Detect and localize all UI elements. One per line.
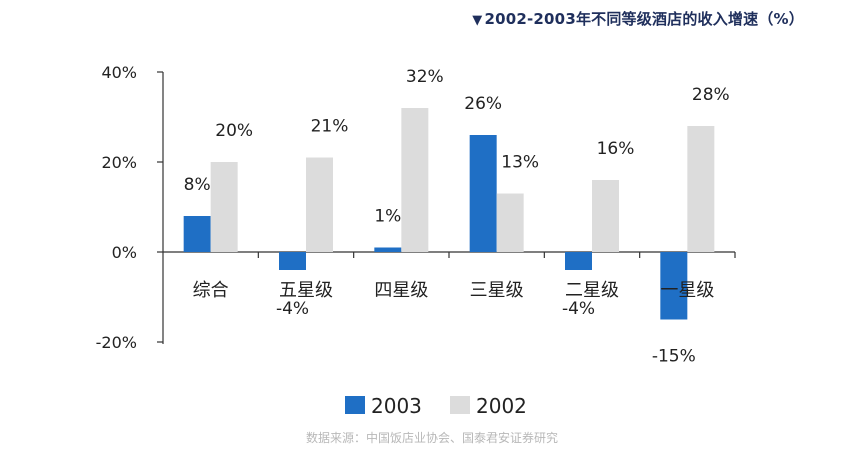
data-label-2002: 20% (215, 121, 253, 141)
bar-2003 (469, 135, 497, 252)
y-tick-label: 40% (101, 63, 137, 82)
data-label-2003: -4% (276, 299, 309, 319)
x-category-label: 一星级 (660, 280, 714, 301)
data-label-2002: 13% (501, 153, 539, 173)
data-label-2003: 8% (184, 175, 211, 195)
x-category-label: 综合 (193, 280, 229, 301)
bar-2003 (279, 252, 306, 270)
bar-2003 (660, 252, 688, 320)
bar-2003 (565, 252, 592, 270)
triangle-down-icon: ▼ (472, 13, 483, 28)
bar-2002 (306, 157, 333, 252)
bar-2003 (183, 216, 211, 252)
data-label-2003: -4% (562, 299, 595, 319)
bar-2002 (401, 108, 429, 252)
y-tick-label: 0% (112, 243, 137, 262)
chart-title-text: 2002-2003年不同等级酒店的收入增速（%） (484, 10, 804, 28)
x-category-label: 五星级 (279, 280, 333, 301)
bar-2002 (592, 180, 619, 252)
bar-2002 (496, 193, 524, 252)
legend-swatch-2002 (450, 396, 470, 414)
x-category-label: 二星级 (565, 280, 619, 301)
legend-swatch-2003 (345, 396, 365, 414)
legend-label-2002: 2002 (476, 394, 527, 418)
bar-2003 (374, 247, 402, 252)
data-label-2003: 1% (374, 207, 401, 227)
bar-2002 (687, 126, 715, 252)
bar-2002 (210, 162, 238, 252)
data-label-2002: 16% (597, 139, 635, 159)
y-tick-label: -20% (96, 333, 137, 352)
data-label-2002: 28% (692, 85, 730, 105)
data-label-2002: 32% (406, 67, 444, 87)
data-label-2002: 21% (311, 117, 349, 137)
x-category-label: 四星级 (374, 280, 428, 301)
chart-title: ▼ 2002-2003年不同等级酒店的收入增速（%） (472, 8, 804, 29)
y-tick-label: 20% (101, 153, 137, 172)
legend-label-2003: 2003 (371, 394, 422, 418)
data-label-2003: 26% (464, 94, 502, 114)
x-category-label: 三星级 (470, 280, 524, 301)
source-note: 数据来源：中国饭店业协会、国泰君安证券研究 (305, 431, 558, 445)
data-label-2003: -15% (652, 347, 696, 367)
